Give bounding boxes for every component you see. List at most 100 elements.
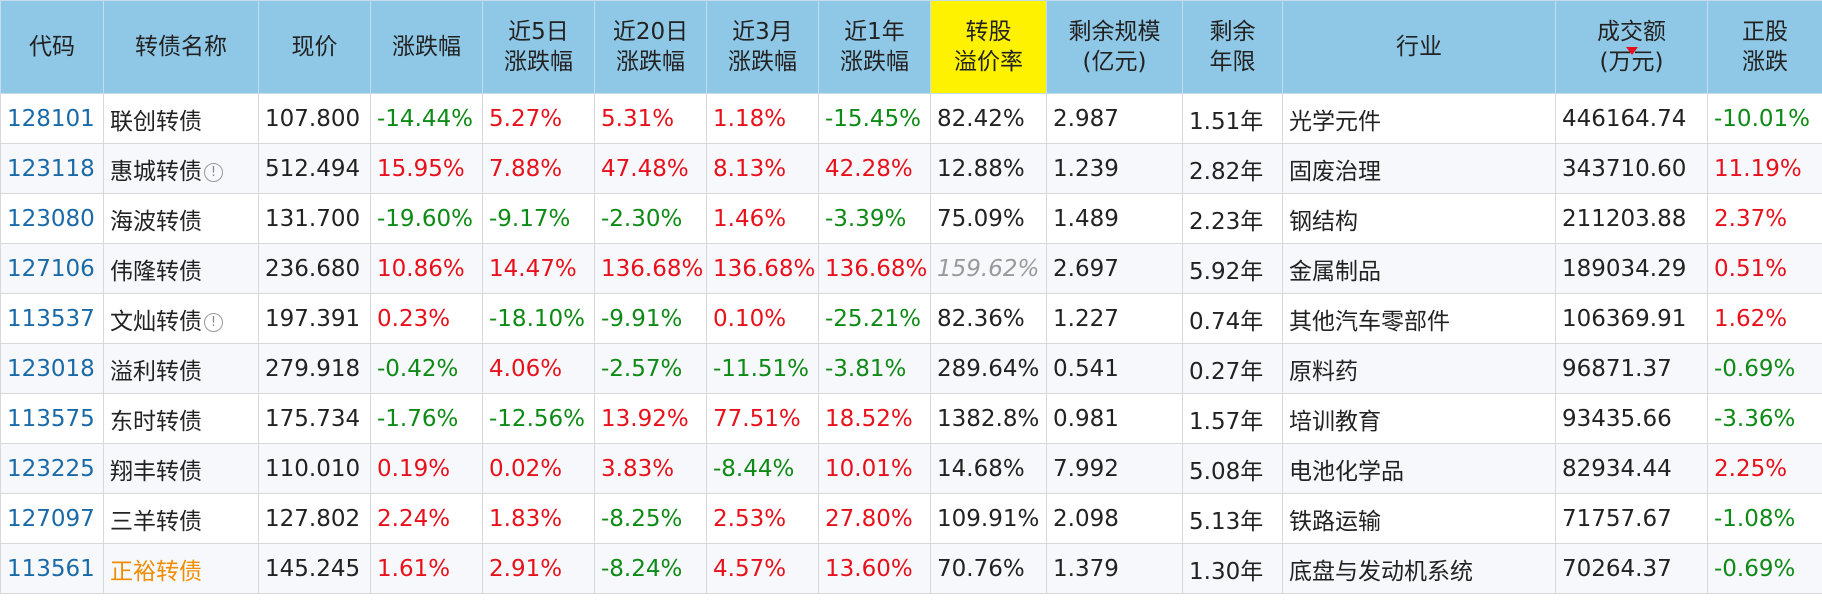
bond-code-link[interactable]: 113537	[7, 305, 95, 332]
cell-change: -0.42%	[370, 343, 483, 394]
cell-change-20d: 136.68%	[594, 243, 707, 294]
bond-name[interactable]: 文灿转债	[110, 308, 202, 335]
sort-desc-icon[interactable]	[1625, 47, 1638, 55]
info-circle-icon[interactable]: !	[204, 162, 223, 182]
cell-scale: 2.697	[1046, 243, 1183, 294]
cell-change-20d: -8.25%	[594, 493, 707, 544]
header-industry[interactable]: 行业	[1282, 0, 1556, 94]
info-circle-icon[interactable]: !	[204, 312, 223, 332]
cell-stock-change: -1.08%	[1707, 493, 1822, 544]
header-change-1y[interactable]: 近1年 涨跌幅	[818, 0, 931, 94]
header-change[interactable]: 涨跌幅	[370, 0, 483, 94]
header-change-3m-line2: 涨跌幅	[728, 49, 797, 75]
header-premium-line2: 溢价率	[954, 49, 1023, 75]
cell-change: 15.95%	[370, 143, 483, 194]
bond-code-link[interactable]: 123080	[7, 205, 95, 232]
cell-change-3m: 0.10%	[706, 293, 819, 344]
bond-name[interactable]: 联创转债	[110, 108, 202, 135]
bond-name[interactable]: 三羊转债	[110, 508, 202, 535]
header-stock-change-line1: 正股	[1742, 19, 1788, 45]
cell-price: 127.802	[258, 493, 371, 544]
cell-years: 5.08年	[1182, 443, 1283, 494]
bond-name[interactable]: 正裕转债	[110, 558, 202, 585]
header-change-3m[interactable]: 近3月 涨跌幅	[706, 0, 819, 94]
header-turnover[interactable]: 成交额 (万元)	[1555, 0, 1708, 94]
cell-name: 联创转债	[103, 93, 259, 144]
cell-change-5d: -9.17%	[482, 193, 595, 244]
table-row[interactable]: 127097 三羊转债 127.802 2.24% 1.83% -8.25% 2.53% 27…	[0, 493, 1822, 544]
cell-premium: 14.68%	[930, 443, 1047, 494]
header-scale[interactable]: 剩余规模 (亿元)	[1046, 0, 1183, 94]
cell-turnover: 446164.74	[1555, 93, 1708, 144]
bond-name[interactable]: 惠城转债	[110, 158, 202, 185]
cell-price: 145.245	[258, 543, 371, 594]
cell-price: 175.734	[258, 393, 371, 444]
table-row[interactable]: 113537 文灿转债! 197.391 0.23% -18.10% -9.91% 0.10…	[0, 293, 1822, 344]
table-row[interactable]: 123080 海波转债 131.700 -19.60% -9.17% -2.30% 1.46…	[0, 193, 1822, 244]
cell-price: 197.391	[258, 293, 371, 344]
table-row[interactable]: 127106 伟隆转债 236.680 10.86% 14.47% 136.68% 136.…	[0, 243, 1822, 294]
header-premium[interactable]: 转股 溢价率	[930, 0, 1047, 94]
header-change-5d-line2: 涨跌幅	[504, 49, 573, 75]
cell-change-3m: 4.57%	[706, 543, 819, 594]
header-price[interactable]: 现价	[258, 0, 371, 94]
cell-price: 236.680	[258, 243, 371, 294]
bond-code-link[interactable]: 127097	[7, 505, 95, 532]
cell-scale: 2.098	[1046, 493, 1183, 544]
bond-name[interactable]: 翔丰转债	[110, 458, 202, 485]
cell-change-20d: -9.91%	[594, 293, 707, 344]
header-stock-change[interactable]: 正股 涨跌	[1707, 0, 1822, 94]
bond-name[interactable]: 溢利转债	[110, 358, 202, 385]
cell-change-1y: -15.45%	[818, 93, 931, 144]
bond-name[interactable]: 伟隆转债	[110, 258, 202, 285]
table-row[interactable]: 128101 联创转债 107.800 -14.44% 5.27% 5.31% 1.18% -…	[0, 93, 1822, 144]
cell-turnover: 343710.60	[1555, 143, 1708, 194]
cell-change: -14.44%	[370, 93, 483, 144]
cell-scale: 0.541	[1046, 343, 1183, 394]
bond-code-link[interactable]: 127106	[7, 255, 95, 282]
cell-change-1y: 27.80%	[818, 493, 931, 544]
bond-code-link[interactable]: 123225	[7, 455, 95, 482]
cell-premium: 75.09%	[930, 193, 1047, 244]
cell-change: -1.76%	[370, 393, 483, 444]
table-row[interactable]: 113575 东时转债 175.734 -1.76% -12.56% 13.92% 77.5…	[0, 393, 1822, 444]
cell-scale: 0.981	[1046, 393, 1183, 444]
header-change-20d-line1: 近20日	[612, 19, 689, 45]
header-years[interactable]: 剩余 年限	[1182, 0, 1283, 94]
cell-change-20d: 3.83%	[594, 443, 707, 494]
bond-code-link[interactable]: 113561	[7, 555, 95, 582]
table-row[interactable]: 123225 翔丰转债 110.010 0.19% 0.02% 3.83% -8.44% 10…	[0, 443, 1822, 494]
cell-change-1y: 42.28%	[818, 143, 931, 194]
cell-industry: 其他汽车零部件	[1282, 293, 1556, 344]
cell-name: 伟隆转债	[103, 243, 259, 294]
table-row[interactable]: 123018 溢利转债 279.918 -0.42% 4.06% -2.57% -11.51…	[0, 343, 1822, 394]
bond-code-link[interactable]: 113575	[7, 405, 95, 432]
bond-name[interactable]: 海波转债	[110, 208, 202, 235]
cell-change-20d: 47.48%	[594, 143, 707, 194]
header-change-20d[interactable]: 近20日 涨跌幅	[594, 0, 707, 94]
bond-name[interactable]: 东时转债	[110, 408, 202, 435]
header-name[interactable]: 转债名称	[103, 0, 259, 94]
cell-change: 1.61%	[370, 543, 483, 594]
cell-years: 0.74年	[1182, 293, 1283, 344]
bond-code-link[interactable]: 123018	[7, 355, 95, 382]
cell-change-5d: 7.88%	[482, 143, 595, 194]
table-row[interactable]: 123118 惠城转债! 512.494 15.95% 7.88% 47.48% 8.13%…	[0, 143, 1822, 194]
cell-industry: 底盘与发动机系统	[1282, 543, 1556, 594]
cell-scale: 1.489	[1046, 193, 1183, 244]
cell-premium: 82.42%	[930, 93, 1047, 144]
cell-stock-change: -0.69%	[1707, 543, 1822, 594]
cell-turnover: 93435.66	[1555, 393, 1708, 444]
bond-code-link[interactable]: 123118	[7, 155, 95, 182]
cell-change-5d: 5.27%	[482, 93, 595, 144]
header-years-line2: 年限	[1209, 49, 1256, 75]
table-row[interactable]: 113561 正裕转债 145.245 1.61% 2.91% -8.24% 4.57% 13…	[0, 543, 1822, 594]
bond-code-link[interactable]: 128101	[7, 105, 95, 132]
cell-years: 5.13年	[1182, 493, 1283, 544]
cell-years: 1.57年	[1182, 393, 1283, 444]
header-change-5d[interactable]: 近5日 涨跌幅	[482, 0, 595, 94]
cell-name: 惠城转债!	[103, 143, 259, 194]
cell-code: 113561	[0, 543, 104, 594]
header-code[interactable]: 代码	[0, 0, 104, 94]
